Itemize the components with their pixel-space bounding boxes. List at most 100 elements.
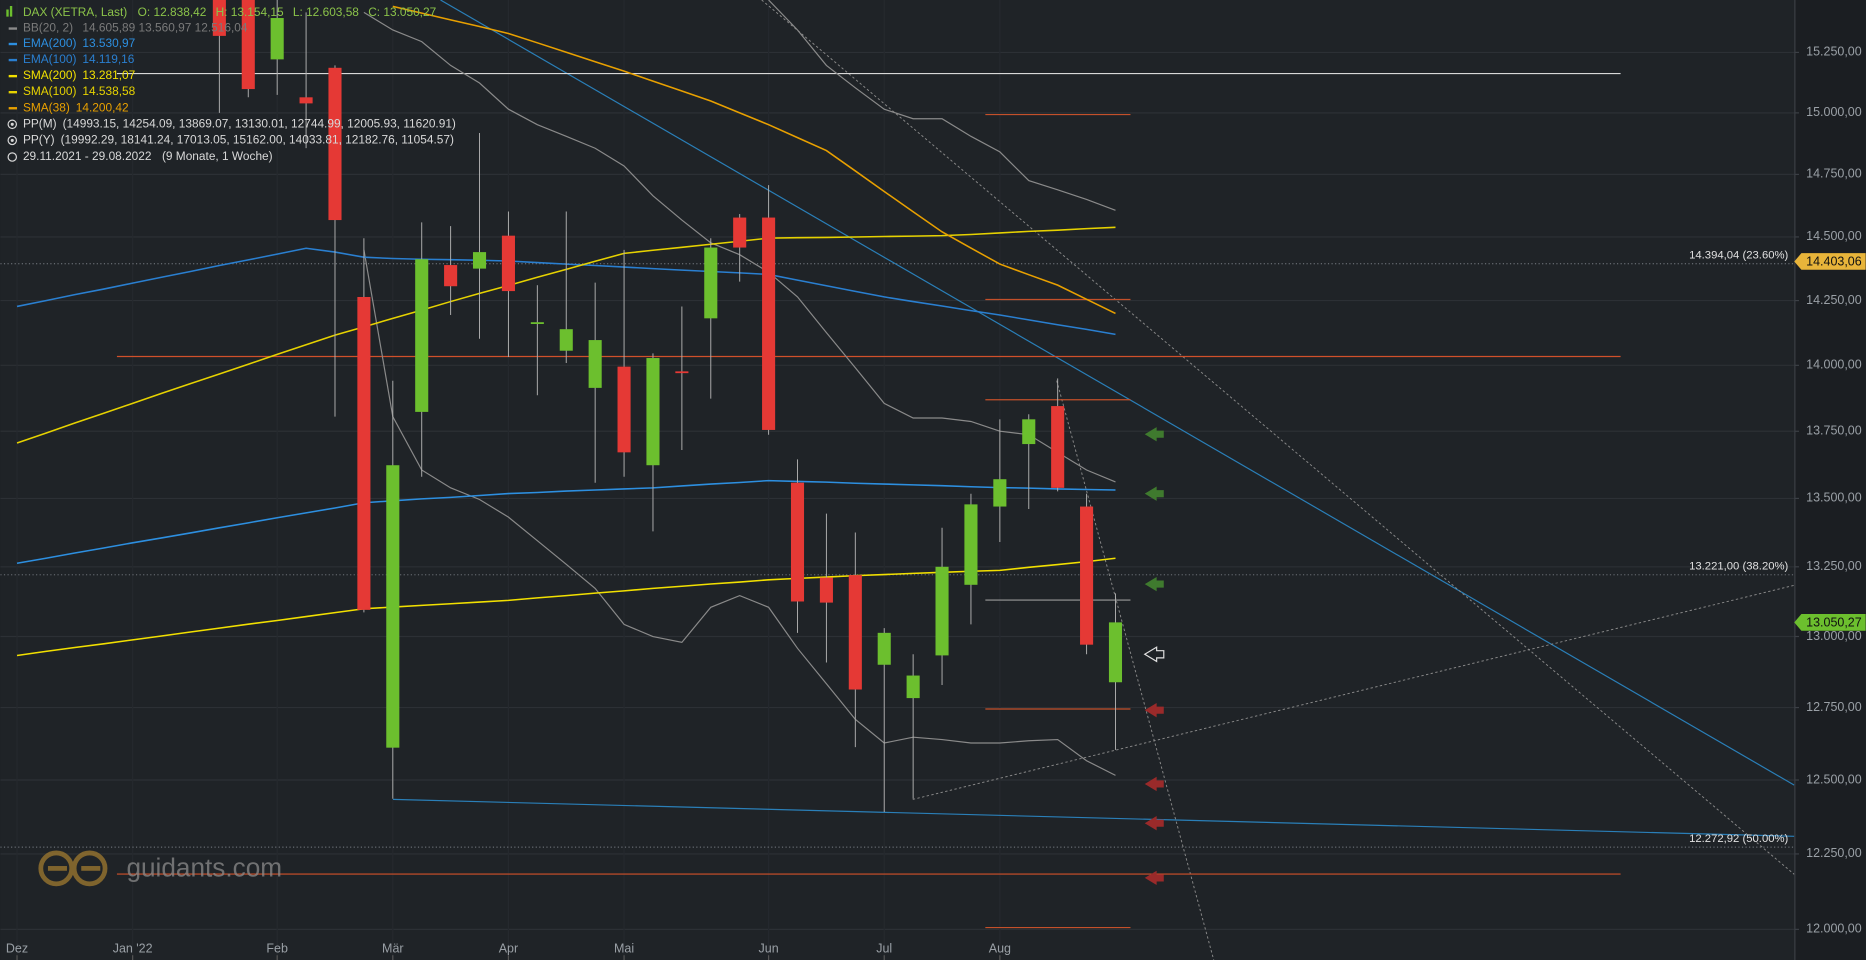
candles: [212, 0, 1123, 813]
x-tick-label: Jan '22: [113, 942, 153, 956]
trend-line: [392, 798, 1795, 837]
ohlc-label: L: 12.603,58: [293, 5, 359, 19]
y-tick-label: 14.000,00: [1806, 358, 1862, 372]
ohlc-label: H: 13.154,15: [216, 5, 284, 19]
ohlc-label: O: 12.838,42: [138, 5, 207, 19]
legend-value: (19992.29, 18141.24, 17013.05, 15162.00,…: [61, 133, 454, 147]
legend-name: EMA(200): [23, 36, 77, 50]
y-tick-label: 13.250,00: [1806, 559, 1862, 573]
legend-value: 13.530,97: [82, 36, 135, 50]
title: DAX (XETRA, Last): [23, 5, 127, 19]
legend-name: PP(M): [23, 116, 57, 130]
legend-value: 14.538,58: [82, 84, 135, 98]
candle-body: [617, 366, 631, 453]
candle-body: [559, 329, 573, 351]
trend-line: [440, 0, 1795, 786]
y-tick-label: 12.750,00: [1806, 700, 1862, 714]
legend-entry: BB(20, 2) 14.605,89 13.560,97 12.516,04: [23, 21, 248, 35]
legend-name: SMA(38): [23, 100, 70, 114]
fib-label: 13.221,00 (38.20%): [1689, 560, 1788, 572]
fib-label: 12.272,92 (50.00%): [1689, 833, 1788, 845]
legend-entry: PP(Y) (19992.29, 18141.24, 17013.05, 1516…: [23, 133, 454, 147]
trend-line: [1056, 380, 1215, 960]
arrow: [1144, 776, 1164, 792]
candle-body: [906, 675, 920, 699]
arrow: [1144, 427, 1164, 442]
arrow: [1144, 703, 1164, 718]
trend-lines: [392, 0, 1795, 960]
legend-entry: SMA(100) 14.538,58: [23, 84, 136, 98]
candle-body: [762, 217, 776, 430]
legend-name: PP(Y): [23, 133, 55, 147]
candle-body: [241, 0, 255, 90]
arrow: [1144, 576, 1164, 592]
pivot-icon-dot: [10, 122, 14, 126]
candle-body: [935, 566, 949, 656]
candle-body: [1108, 622, 1123, 683]
clock-icon: [7, 152, 18, 162]
candle-body: [270, 18, 284, 60]
candle-body: [530, 322, 544, 324]
candle-body: [790, 482, 805, 602]
y-tick-label: 13.750,00: [1806, 424, 1862, 438]
plot-background: [0, 0, 1794, 960]
y-tick-label: 12.500,00: [1806, 772, 1862, 786]
candle-body: [675, 371, 689, 374]
candle-body: [357, 296, 371, 610]
pivot-icon: [7, 135, 18, 146]
trend-line: [912, 584, 1795, 800]
y-tick-label: 12.000,00: [1806, 922, 1862, 936]
legend-entry: SMA(38) 14.200,42: [23, 100, 129, 114]
arrow: [1144, 870, 1164, 886]
x-tick-label: Apr: [499, 942, 518, 956]
axis-panel: [1794, 0, 1866, 960]
bollinger-lower: [363, 249, 1116, 776]
arrow: [1143, 646, 1165, 663]
legend-entry: SMA(200) 13.281,07: [23, 68, 135, 82]
legend-name: EMA(100): [23, 52, 77, 66]
legend-entry: PP(M) (14993.15, 14254.09, 13869.07, 1313…: [23, 116, 456, 130]
watermark-text: guidants.com: [126, 852, 282, 882]
candle-body: [415, 259, 429, 412]
price-tag: [1794, 253, 1866, 270]
indicator-line: [392, 5, 1116, 315]
legend-name: SMA(200): [23, 68, 77, 82]
indicator-line: [16, 557, 1116, 657]
candle-body: [212, 0, 226, 36]
x-tick-label: Dez: [6, 942, 28, 956]
y-tick-label: 13.500,00: [1806, 491, 1862, 505]
y-tick-label: 14.250,00: [1806, 293, 1862, 307]
candle-body: [848, 575, 862, 690]
x-tick-label: Mär: [382, 942, 404, 956]
legend-value: 14.605,89 13.560,97 12.516,04: [82, 21, 247, 35]
legend-value: 14.200,42: [76, 100, 129, 114]
bollinger-upper: [768, 0, 1116, 211]
logo-bar: [47, 866, 67, 871]
legend-entry: EMA(100) 14.119,16: [23, 52, 135, 66]
y-tick-label: 13.000,00: [1806, 629, 1862, 643]
date-range-text: 29.11.2021 - 29.08.2022: [23, 149, 152, 163]
candle-body: [386, 465, 400, 748]
ohlc-label: C: 13.050,27: [368, 5, 436, 19]
legend-name: BB(20, 2): [23, 21, 73, 35]
price-tag-label: 13.050,27: [1806, 615, 1862, 629]
y-tick-label: 14.750,00: [1806, 167, 1862, 181]
x-tick-label: Aug: [989, 942, 1011, 956]
legend-value: (14993.15, 14254.09, 13869.07, 13130.01,…: [63, 116, 456, 130]
arrow: [1144, 486, 1164, 501]
candle-body: [877, 632, 891, 665]
candle-body: [1051, 406, 1065, 488]
x-tick-label: Jun: [759, 942, 779, 956]
x-tick-label: Feb: [266, 942, 288, 956]
watermark: guidants.com: [38, 850, 282, 887]
candle-body: [819, 577, 833, 603]
candle-body: [299, 97, 313, 104]
candle-body: [704, 247, 718, 319]
symbol-icon: [6, 5, 13, 17]
fib-label: 14.394,04 (23.60%): [1689, 249, 1788, 261]
legend: DAX (XETRA, Last) O: 12.838,42 H: 13.154…: [6, 5, 456, 163]
legend-value: 13.281,07: [82, 68, 135, 82]
date-range: 29.11.2021 - 29.08.2022 (9 Monate, 1 Woc…: [23, 149, 273, 163]
candle-body: [1022, 419, 1036, 445]
